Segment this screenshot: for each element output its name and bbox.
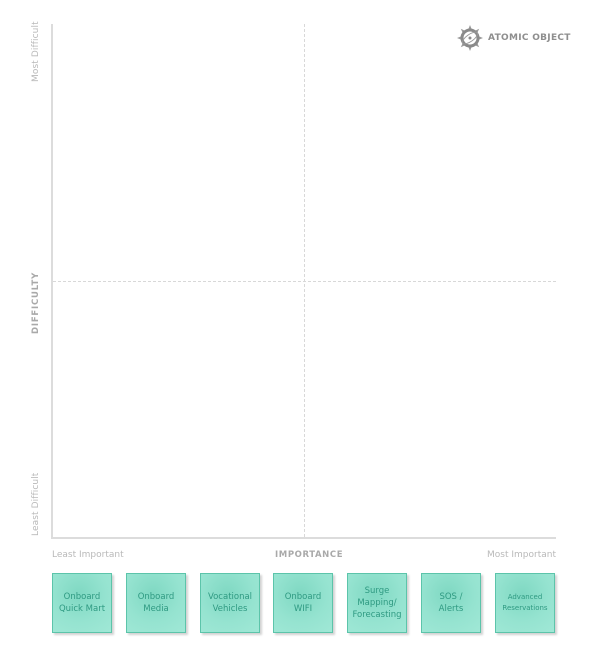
- sticky-note-onboard-quick-mart[interactable]: Onboard Quick Mart: [52, 573, 112, 633]
- sticky-note-surge-mapping-forecasting[interactable]: Surge Mapping/ Forecasting: [347, 573, 407, 633]
- x-axis-left-label: Least Important: [52, 550, 124, 560]
- y-axis-bottom-label: Least Difficult: [31, 472, 41, 536]
- atomic-object-logo: ATOMIC OBJECT: [456, 24, 571, 52]
- horizontal-quadrant-divider: [53, 281, 556, 282]
- vertical-quadrant-divider: [304, 24, 305, 537]
- x-axis-title: IMPORTANCE: [275, 550, 344, 560]
- x-axis-line: [51, 537, 556, 539]
- y-axis-line: [51, 24, 53, 538]
- sticky-note-vocational-vehicles[interactable]: Vocational Vehicles: [200, 573, 260, 633]
- sticky-note-onboard-wifi[interactable]: Onboard WIFI: [273, 573, 333, 633]
- sticky-note-sos-alerts[interactable]: SOS / Alerts: [421, 573, 481, 633]
- sticky-note-onboard-media[interactable]: Onboard Media: [126, 573, 186, 633]
- sticky-notes-row: Onboard Quick Mart Onboard Media Vocatio…: [52, 573, 557, 635]
- atom-gear-icon: [457, 25, 483, 51]
- y-axis-title: DIFFICULTY: [31, 271, 41, 334]
- x-axis-right-label: Most Important: [487, 550, 556, 560]
- y-axis-top-label: Most Difficult: [31, 21, 41, 82]
- sticky-note-advanced-reservations[interactable]: Advanced Reservations: [495, 573, 555, 633]
- logo-text: ATOMIC OBJECT: [488, 33, 571, 43]
